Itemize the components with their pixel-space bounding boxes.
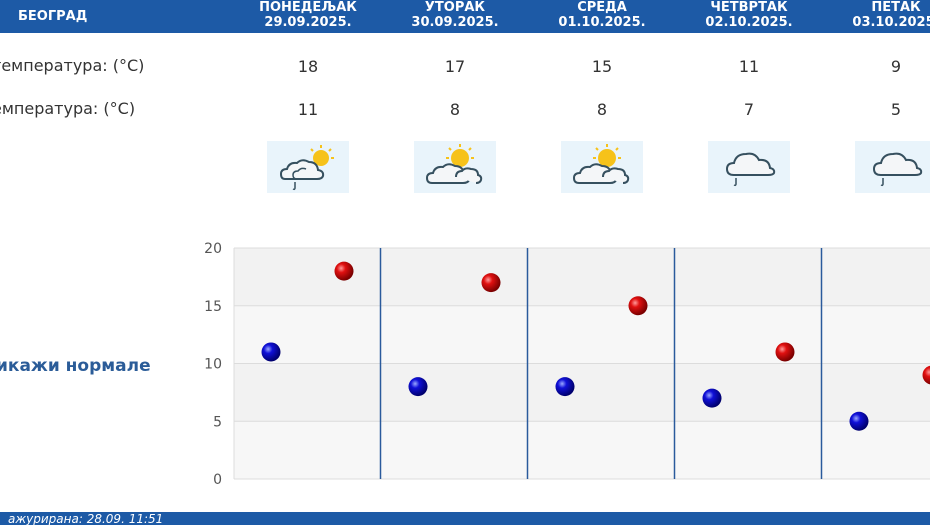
max-temp-value: 15 <box>532 57 672 76</box>
min-temp-point <box>850 412 869 431</box>
max-temp-point <box>482 273 501 292</box>
y-tick-label: 0 <box>213 472 222 488</box>
cloud-sun-rain-icon <box>267 141 349 193</box>
cloud-rain-icon <box>708 141 790 193</box>
day-date: 03.10.2025. <box>826 15 930 30</box>
temperature-chart: 0 5 10 15 20 <box>0 235 930 495</box>
grid-band <box>234 364 930 422</box>
day-date: 30.09.2025. <box>385 15 525 30</box>
day-name: УТОРАК <box>385 0 525 15</box>
day-name: ЧЕТВРТАК <box>679 0 819 15</box>
cloud-sun-icon <box>561 141 643 193</box>
max-temp-value: 18 <box>238 57 378 76</box>
day-date: 29.09.2025. <box>238 15 378 30</box>
max-temp-value: 11 <box>679 57 819 76</box>
max-temp-value: 17 <box>385 57 525 76</box>
y-tick-label: 15 <box>204 299 222 315</box>
min-temp-value: 8 <box>532 100 672 119</box>
y-tick-label: 5 <box>213 414 222 430</box>
max-temp-point <box>776 342 795 361</box>
min-temp-value: 11 <box>238 100 378 119</box>
footer-bar: ажурирана: 28.09. 11:51 <box>0 512 930 525</box>
min-temp-label: емпература: (°C) <box>0 99 135 118</box>
max-temp-point <box>629 296 648 315</box>
min-temp-value: 5 <box>826 100 930 119</box>
y-tick-label: 20 <box>204 241 222 257</box>
max-temp-point <box>335 262 354 281</box>
grid-band <box>234 421 930 479</box>
city-name: БЕОГРАД <box>18 9 87 24</box>
min-temp-point <box>703 389 722 408</box>
y-tick-label: 10 <box>204 357 222 373</box>
day-name: ПЕТАК <box>826 0 930 15</box>
day-name: СРЕДА <box>532 0 672 15</box>
day-date: 02.10.2025. <box>679 15 819 30</box>
min-temp-point <box>556 377 575 396</box>
day-name: ПОНЕДЕЉАК <box>238 0 378 15</box>
max-temp-value: 9 <box>826 57 930 76</box>
max-temp-label: температура: (°C) <box>0 56 144 75</box>
min-temp-value: 7 <box>679 100 819 119</box>
min-temp-value: 8 <box>385 100 525 119</box>
cloud-sun-icon <box>414 141 496 193</box>
min-temp-point <box>409 377 428 396</box>
cloud-rain-icon <box>855 141 930 193</box>
day-date: 01.10.2025. <box>532 15 672 30</box>
min-temp-point <box>262 342 281 361</box>
updated-timestamp: ажурирана: 28.09. 11:51 <box>8 512 163 526</box>
grid-band <box>234 306 930 364</box>
